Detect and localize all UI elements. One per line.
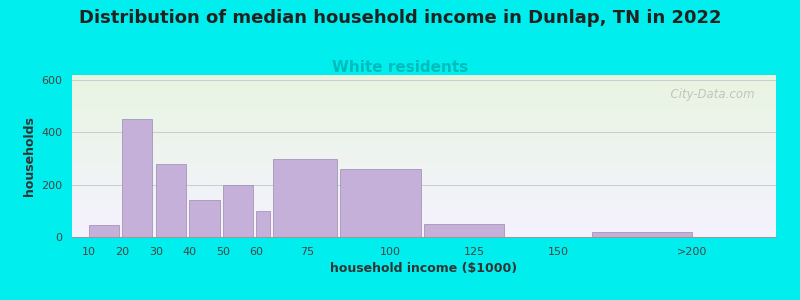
Bar [156, 164, 186, 237]
Y-axis label: households: households [22, 116, 35, 196]
Bar [340, 169, 421, 237]
Text: White residents: White residents [332, 60, 468, 75]
Bar [256, 211, 270, 237]
Text: City-Data.com: City-Data.com [663, 88, 755, 101]
Bar [223, 185, 253, 237]
Bar [424, 224, 505, 237]
Bar [89, 225, 119, 237]
Bar [273, 159, 337, 237]
Bar [190, 200, 219, 237]
Bar [592, 232, 692, 237]
X-axis label: household income ($1000): household income ($1000) [330, 262, 518, 275]
Text: Distribution of median household income in Dunlap, TN in 2022: Distribution of median household income … [78, 9, 722, 27]
Bar [122, 119, 153, 237]
